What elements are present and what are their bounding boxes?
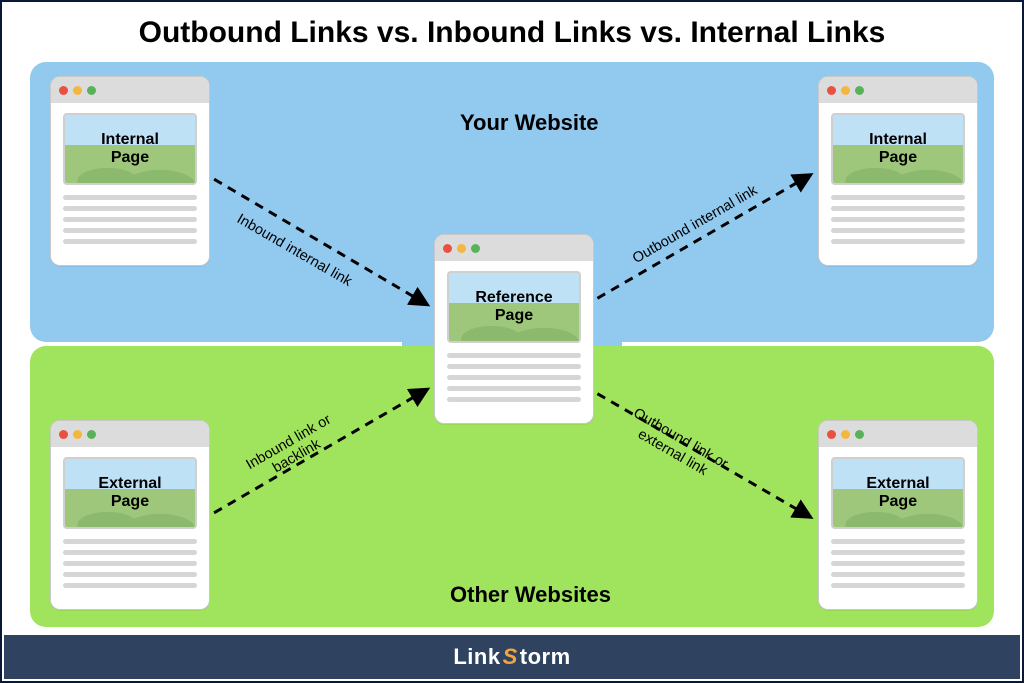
window-dot-green-icon: [855, 430, 864, 439]
page-label: ExternalPage: [866, 475, 929, 512]
page-external-bottom-left: ExternalPage: [50, 420, 210, 610]
brand-footer: Link S torm: [4, 635, 1020, 679]
brand-text-left: Link: [453, 644, 500, 670]
page-thumbnail: ExternalPage: [831, 457, 965, 529]
zone-label-top: Your Website: [460, 110, 599, 136]
page-titlebar: [435, 235, 593, 261]
window-dot-yellow-icon: [841, 430, 850, 439]
lightning-bolt-icon: S: [501, 644, 520, 670]
page-text-lines: [63, 195, 197, 244]
page-label: InternalPage: [101, 131, 159, 168]
page-thumbnail: InternalPage: [63, 113, 197, 185]
page-label: InternalPage: [869, 131, 927, 168]
window-dot-yellow-icon: [73, 86, 82, 95]
page-text-lines: [831, 539, 965, 588]
brand-text-right: torm: [520, 644, 571, 670]
page-titlebar: [819, 421, 977, 447]
window-dot-red-icon: [443, 244, 452, 253]
page-thumbnail: ExternalPage: [63, 457, 197, 529]
window-dot-green-icon: [855, 86, 864, 95]
page-text-lines: [831, 195, 965, 244]
page-titlebar: [819, 77, 977, 103]
window-dot-red-icon: [59, 430, 68, 439]
window-dot-yellow-icon: [841, 86, 850, 95]
page-text-lines: [63, 539, 197, 588]
page-titlebar: [51, 77, 209, 103]
page-label: ReferencePage: [475, 289, 552, 326]
page-thumbnail: InternalPage: [831, 113, 965, 185]
page-text-lines: [447, 353, 581, 402]
window-dot-green-icon: [87, 430, 96, 439]
page-internal-top-right: InternalPage: [818, 76, 978, 266]
window-dot-yellow-icon: [457, 244, 466, 253]
page-external-bottom-right: ExternalPage: [818, 420, 978, 610]
window-dot-red-icon: [59, 86, 68, 95]
diagram-canvas: Your Website Other Websites InternalPage…: [30, 62, 994, 627]
window-dot-red-icon: [827, 430, 836, 439]
zone-label-bottom: Other Websites: [450, 582, 611, 608]
page-internal-top-left: InternalPage: [50, 76, 210, 266]
diagram-title: Outbound Links vs. Inbound Links vs. Int…: [2, 2, 1022, 60]
page-thumbnail: ReferencePage: [447, 271, 581, 343]
page-label: ExternalPage: [98, 475, 161, 512]
window-dot-red-icon: [827, 86, 836, 95]
window-dot-green-icon: [471, 244, 480, 253]
window-dot-yellow-icon: [73, 430, 82, 439]
page-reference-center: ReferencePage: [434, 234, 594, 424]
window-dot-green-icon: [87, 86, 96, 95]
page-titlebar: [51, 421, 209, 447]
